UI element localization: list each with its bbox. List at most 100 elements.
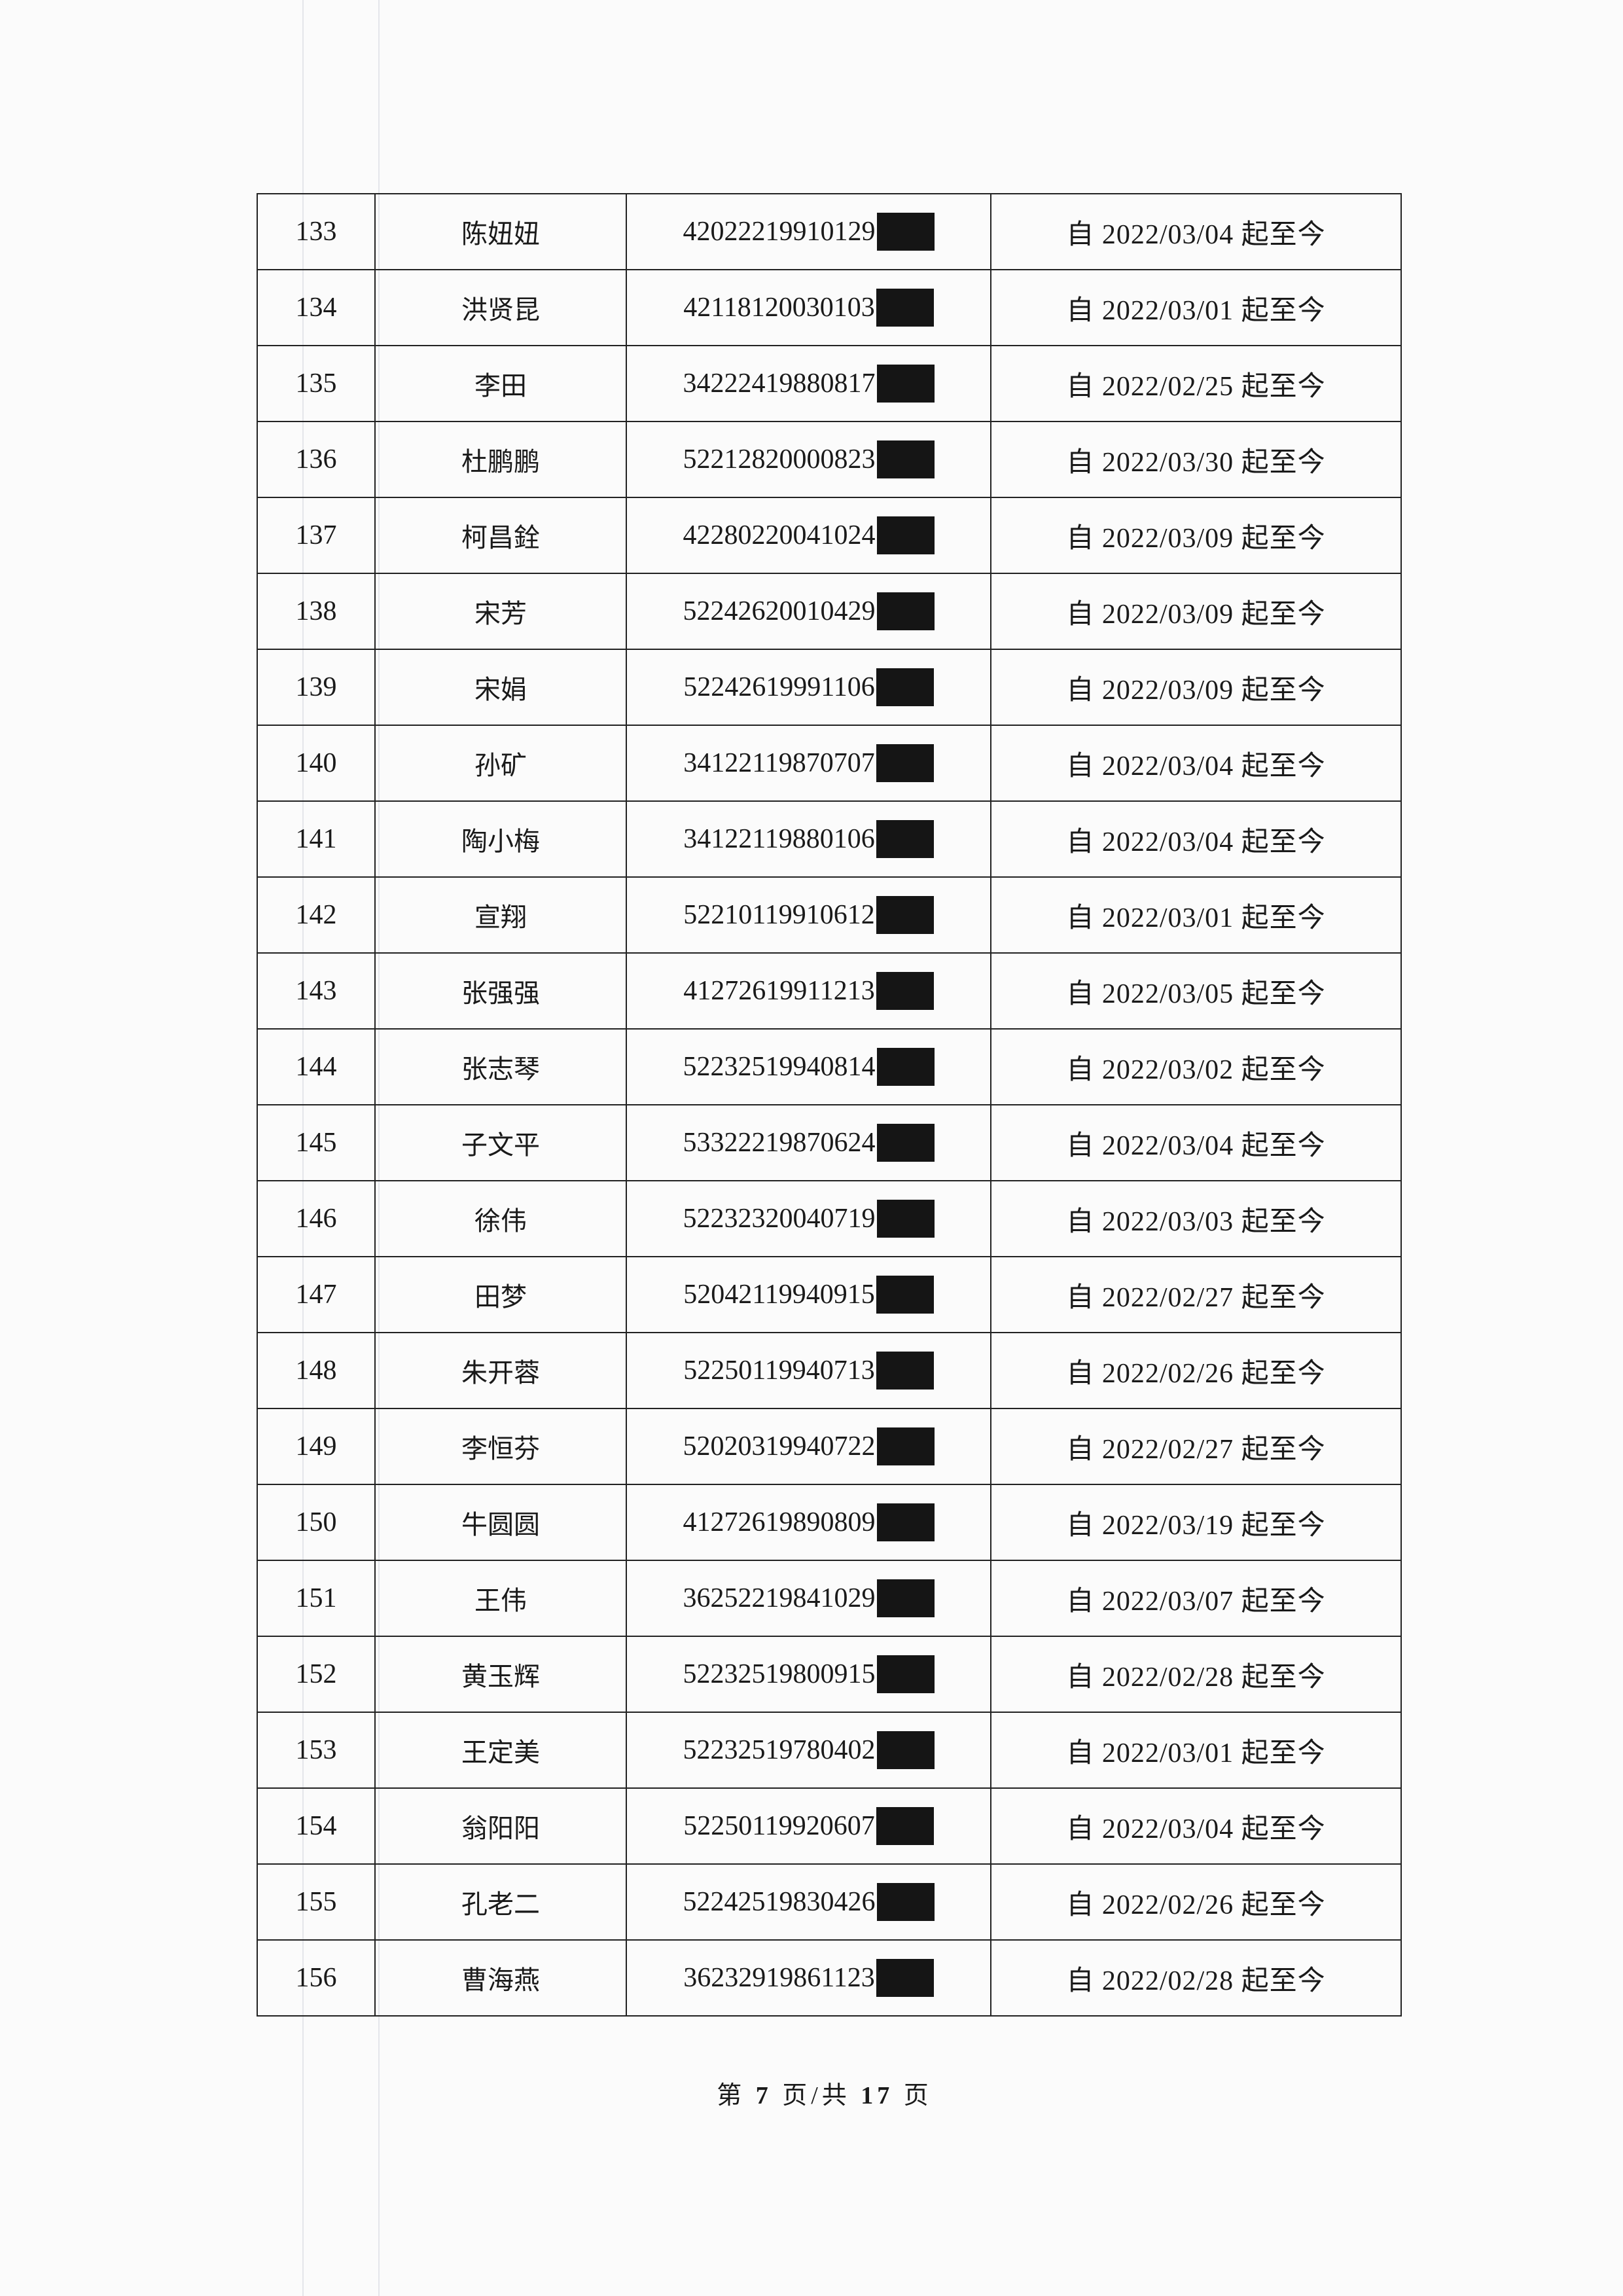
table-row: 135 李田 34222419880817 自 2022/02/25 起至今 bbox=[257, 345, 1402, 422]
table-row: 145 子文平 53322219870624 自 2022/03/04 起至今 bbox=[257, 1104, 1402, 1181]
employment-period: 自 2022/03/04 起至今 bbox=[990, 800, 1402, 878]
id-number: 52250119920607 bbox=[683, 1811, 875, 1841]
person-name: 陶小梅 bbox=[374, 800, 627, 878]
redaction-box bbox=[876, 1503, 935, 1541]
table-row: 142 宣翔 52210119910612 自 2022/03/01 起至今 bbox=[257, 876, 1402, 954]
table-row: 147 田梦 52042119940915 自 2022/02/27 起至今 bbox=[257, 1256, 1402, 1333]
redaction-box bbox=[876, 1655, 935, 1693]
employment-period: 自 2022/02/28 起至今 bbox=[990, 1636, 1402, 1713]
row-number: 142 bbox=[257, 876, 376, 954]
person-name: 张志琴 bbox=[374, 1028, 627, 1105]
employment-period: 自 2022/02/28 起至今 bbox=[990, 1939, 1402, 2017]
redaction-box bbox=[876, 668, 934, 706]
table-row: 144 张志琴 52232519940814 自 2022/03/02 起至今 bbox=[257, 1028, 1402, 1105]
table-row: 141 陶小梅 34122119880106 自 2022/03/04 起至今 bbox=[257, 800, 1402, 878]
person-name: 柯昌銓 bbox=[374, 497, 627, 574]
table-row: 140 孙矿 34122119870707 自 2022/03/04 起至今 bbox=[257, 725, 1402, 802]
id-number: 41272619911213 bbox=[683, 976, 875, 1006]
redaction-box bbox=[876, 1124, 935, 1162]
row-number: 147 bbox=[257, 1256, 376, 1333]
redaction-box bbox=[876, 1959, 934, 1997]
id-number-cell: 52232519800915 bbox=[626, 1636, 991, 1713]
id-number-cell: 52020319940722 bbox=[626, 1408, 991, 1485]
row-number: 148 bbox=[257, 1332, 376, 1409]
total-pages: 17 bbox=[861, 2082, 894, 2109]
id-number-cell: 52232519940814 bbox=[626, 1028, 991, 1105]
id-number: 52020319940722 bbox=[683, 1431, 876, 1462]
table-row: 152 黄玉辉 52232519800915 自 2022/02/28 起至今 bbox=[257, 1636, 1402, 1713]
employment-period: 自 2022/03/03 起至今 bbox=[990, 1180, 1402, 1257]
row-number: 145 bbox=[257, 1104, 376, 1181]
table-row: 133 陈妞妞 42022219910129 自 2022/03/04 起至今 bbox=[257, 193, 1402, 270]
redaction-box bbox=[876, 289, 934, 327]
person-name: 洪贤昆 bbox=[374, 269, 627, 346]
table-row: 139 宋娟 52242619991106 自 2022/03/09 起至今 bbox=[257, 649, 1402, 726]
id-number: 52242619991106 bbox=[683, 672, 875, 702]
redaction-box bbox=[876, 516, 935, 554]
redaction-box bbox=[876, 1352, 934, 1390]
redaction-box bbox=[876, 744, 934, 782]
person-name: 宣翔 bbox=[374, 876, 627, 954]
id-number-cell: 41272619911213 bbox=[626, 952, 991, 1030]
person-name: 孙矿 bbox=[374, 725, 627, 802]
id-number-cell: 52242519830426 bbox=[626, 1863, 991, 1941]
person-name: 曹海燕 bbox=[374, 1939, 627, 2017]
person-name: 孔老二 bbox=[374, 1863, 627, 1941]
person-name: 李恒芬 bbox=[374, 1408, 627, 1485]
row-number: 133 bbox=[257, 193, 376, 270]
row-number: 137 bbox=[257, 497, 376, 574]
id-number: 41272619890809 bbox=[683, 1507, 876, 1537]
footer-suffix: 页 bbox=[903, 2082, 933, 2109]
id-number: 52232519780402 bbox=[683, 1735, 876, 1765]
id-number: 42280220041024 bbox=[683, 520, 876, 550]
redaction-box bbox=[876, 440, 935, 478]
redaction-box bbox=[876, 1276, 934, 1314]
row-number: 144 bbox=[257, 1028, 376, 1105]
employment-period: 自 2022/03/07 起至今 bbox=[990, 1560, 1402, 1637]
id-number: 52232320040719 bbox=[683, 1204, 876, 1234]
redaction-box bbox=[876, 1579, 935, 1617]
row-number: 149 bbox=[257, 1408, 376, 1485]
footer-middle: 页/共 bbox=[782, 2082, 851, 2109]
person-name: 张强强 bbox=[374, 952, 627, 1030]
id-number: 52232519940814 bbox=[683, 1052, 876, 1082]
employment-period: 自 2022/03/01 起至今 bbox=[990, 876, 1402, 954]
redaction-box bbox=[876, 1427, 935, 1465]
redaction-box bbox=[876, 1883, 935, 1921]
id-number-cell: 34222419880817 bbox=[626, 345, 991, 422]
person-name: 翁阳阳 bbox=[374, 1787, 627, 1865]
employment-period: 自 2022/03/30 起至今 bbox=[990, 421, 1402, 498]
id-number: 34222419880817 bbox=[683, 368, 876, 399]
redaction-box bbox=[876, 1807, 934, 1845]
redaction-box bbox=[876, 213, 935, 251]
table-row: 150 牛圆圆 41272619890809 自 2022/03/19 起至今 bbox=[257, 1484, 1402, 1561]
id-number: 52210119910612 bbox=[683, 900, 875, 930]
row-number: 152 bbox=[257, 1636, 376, 1713]
id-number-cell: 52210119910612 bbox=[626, 876, 991, 954]
person-name: 朱开蓉 bbox=[374, 1332, 627, 1409]
id-number-cell: 52250119940713 bbox=[626, 1332, 991, 1409]
row-number: 135 bbox=[257, 345, 376, 422]
person-name: 王定美 bbox=[374, 1712, 627, 1789]
table-row: 134 洪贤昆 42118120030103 自 2022/03/01 起至今 bbox=[257, 269, 1402, 346]
employment-period: 自 2022/02/26 起至今 bbox=[990, 1332, 1402, 1409]
id-number-cell: 52250119920607 bbox=[626, 1787, 991, 1865]
row-number: 141 bbox=[257, 800, 376, 878]
id-number: 52242620010429 bbox=[683, 596, 876, 626]
row-number: 136 bbox=[257, 421, 376, 498]
id-number-cell: 42280220041024 bbox=[626, 497, 991, 574]
employment-period: 自 2022/02/25 起至今 bbox=[990, 345, 1402, 422]
id-number: 52212820000823 bbox=[683, 444, 876, 475]
employment-period: 自 2022/02/27 起至今 bbox=[990, 1408, 1402, 1485]
row-number: 134 bbox=[257, 269, 376, 346]
table-row: 151 王伟 36252219841029 自 2022/03/07 起至今 bbox=[257, 1560, 1402, 1637]
id-number-cell: 42118120030103 bbox=[626, 269, 991, 346]
id-number: 52250119940713 bbox=[683, 1355, 875, 1386]
table-row: 153 王定美 52232519780402 自 2022/03/01 起至今 bbox=[257, 1712, 1402, 1789]
personnel-table: 133 陈妞妞 42022219910129 自 2022/03/04 起至今 134 洪… bbox=[257, 193, 1402, 2017]
id-number: 53322219870624 bbox=[683, 1128, 876, 1158]
row-number: 153 bbox=[257, 1712, 376, 1789]
employment-period: 自 2022/03/04 起至今 bbox=[990, 1787, 1402, 1865]
footer-prefix: 第 bbox=[717, 2082, 746, 2109]
id-number-cell: 52232519780402 bbox=[626, 1712, 991, 1789]
